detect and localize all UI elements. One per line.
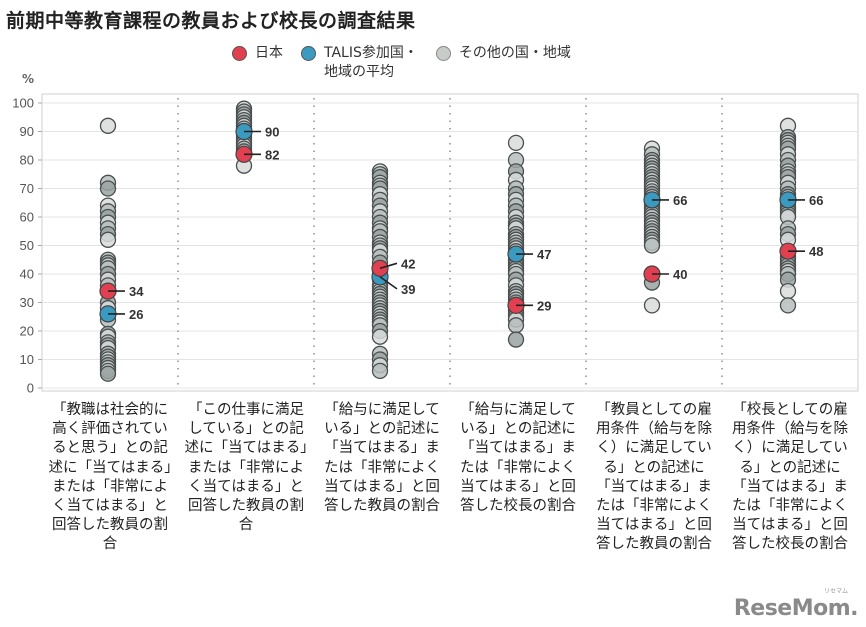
value-label: 66 — [673, 193, 687, 208]
other-country-point — [99, 180, 117, 197]
x-label-4: 「教員としての雇用条件（給与を除く）に満足している」との記述に「当てはまる」また… — [596, 402, 712, 553]
value-label: 39 — [401, 282, 415, 297]
resemom-logo: ReseMom. — [733, 596, 859, 621]
value-label: 90 — [265, 125, 279, 140]
legend-item-other-countries: その他の国・地域 — [435, 44, 571, 82]
legend-dot-other-icon — [435, 46, 451, 61]
y-tick-label: 90 — [20, 124, 34, 139]
value-label: 26 — [129, 307, 143, 322]
y-tick-label: 50 — [20, 238, 34, 253]
other-country-point — [99, 117, 117, 134]
other-country-point — [507, 331, 525, 348]
y-tick-label: 70 — [20, 181, 34, 196]
category-3-points: 29 47 — [507, 134, 551, 348]
chart-title: 前期中等教育課程の教員および校長の調査結果 — [6, 10, 416, 32]
y-axis-unit: % — [22, 72, 35, 86]
legend-label: 日本 — [255, 45, 283, 61]
y-tick-label: 100 — [12, 96, 34, 111]
legend-item-talis-average: TALIS参加国・ 地域の平均 — [301, 44, 418, 82]
legend-dot-japan-icon — [232, 46, 247, 61]
other-country-point — [371, 328, 389, 345]
other-country-point — [99, 231, 117, 248]
other-country-point — [779, 297, 797, 314]
x-label-5: 「校長としての雇用条件（給与を除く）に満足している」との記述に「当てはまる」また… — [732, 402, 848, 553]
value-label: 66 — [809, 193, 823, 208]
category-2-points: 42 39 — [371, 163, 415, 380]
category-5-points: 48 66 — [779, 117, 823, 314]
leader-line — [379, 276, 398, 290]
other-country-point — [507, 134, 525, 152]
legend-label: TALIS参加国・ 地域の平均 — [324, 45, 418, 80]
legend-item-japan: 日本 — [232, 44, 283, 82]
y-tick-label: 80 — [20, 153, 34, 168]
category-4-points: 40 66 — [643, 140, 687, 314]
legend: 日本 TALIS参加国・ 地域の平均 その他の国・地域 — [232, 44, 589, 82]
plot-frame — [41, 93, 859, 392]
other-country-point — [643, 297, 661, 314]
value-label: 47 — [537, 247, 551, 262]
other-country-point — [371, 362, 389, 380]
leader-line — [379, 262, 398, 270]
value-label: 82 — [265, 147, 279, 162]
other-country-point — [643, 237, 661, 254]
legend-label: その他の国・地域 — [458, 45, 571, 61]
category-0-points: 34 26 — [99, 117, 144, 382]
y-tick-label: 40 — [20, 267, 34, 282]
x-label-1: 「この仕事に満足している」との記述に「当てはまる」または「非常によく当てはまる」… — [184, 402, 308, 534]
y-tick-label: 10 — [20, 352, 34, 367]
other-country-point — [507, 317, 525, 334]
y-tick-label: 30 — [20, 295, 34, 310]
y-tick-label: 0 — [27, 381, 34, 396]
y-tick-label: 20 — [20, 324, 34, 339]
scatter-plot: 0102030405060708090100342682904239294740… — [12, 93, 859, 396]
value-label: 34 — [129, 284, 144, 299]
value-label: 29 — [537, 298, 551, 313]
legend-dot-talis-icon — [301, 46, 316, 61]
x-label-3: 「給与に満足している」との記述に「当てはまる」または「非常によく当てはまる」と回… — [460, 402, 576, 515]
y-tick-label: 60 — [20, 210, 34, 225]
x-label-0: 「教職は社会的に高く評価されていると思う」との記述に「当てはまる」または「非常に… — [48, 402, 172, 553]
logo-subtext: リセマム — [823, 588, 848, 595]
value-label: 42 — [401, 256, 415, 271]
value-label: 40 — [673, 267, 687, 282]
x-axis-labels: 「教職は社会的に高く評価されていると思う」との記述に「当てはまる」または「非常に… — [42, 401, 858, 555]
x-label-2: 「給与に満足している」との記述に「当てはまる」または「非常によく当てはまる」と回… — [324, 402, 440, 515]
value-label: 48 — [809, 244, 823, 259]
other-country-point — [779, 282, 797, 300]
other-country-point — [99, 365, 117, 382]
